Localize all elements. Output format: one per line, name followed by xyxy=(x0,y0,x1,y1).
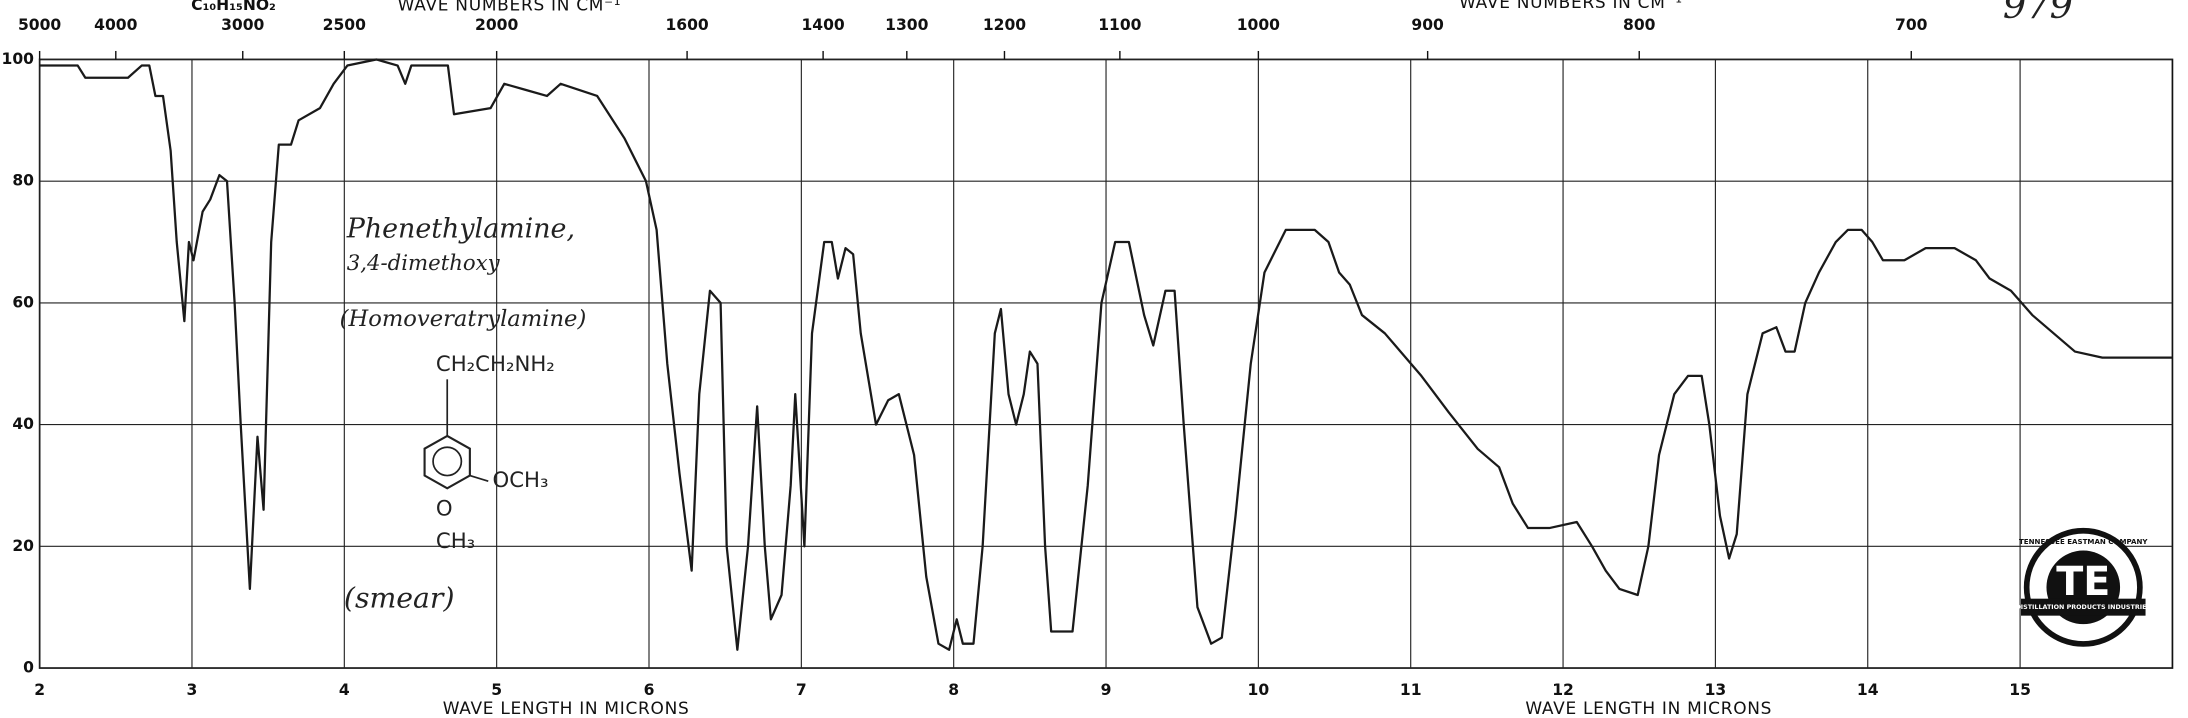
logo-text: TENNESSEE EASTMAN COMPANY xyxy=(2019,537,2148,546)
x-tick-label: 13 xyxy=(1705,681,1727,699)
annotation: CH₂CH₂NH₂ xyxy=(436,352,555,377)
x-tick-label: 11 xyxy=(1400,681,1422,699)
y-tick-label: 60 xyxy=(12,293,34,311)
x-axis-title: WAVE LENGTH IN MICRONS xyxy=(1525,699,1772,718)
x-tick-label: 12 xyxy=(1552,681,1574,699)
logo-band xyxy=(2020,598,2146,616)
top-tick-label: 2000 xyxy=(475,16,518,34)
top-tick-label: 1600 xyxy=(665,16,708,34)
x-tick-label: 10 xyxy=(1248,681,1270,699)
y-tick-label: 0 xyxy=(23,659,34,677)
top-tick-label: 700 xyxy=(1895,16,1928,34)
y-tick-label: 100 xyxy=(2,50,35,68)
top-tick-label: 1300 xyxy=(885,16,928,34)
top-tick-label: 1400 xyxy=(801,16,844,34)
top-tick-label: 3000 xyxy=(221,16,264,34)
formula: C₁₀H₁₅NO₂ xyxy=(191,0,276,14)
sample-number: 979 xyxy=(2003,0,2073,27)
top-tick-label: 5000 xyxy=(18,16,61,34)
x-tick-label: 8 xyxy=(948,681,959,699)
top-tick-label: 2500 xyxy=(323,16,366,34)
y-tick-label: 20 xyxy=(12,537,34,555)
top-tick-label: 1000 xyxy=(1237,16,1280,34)
logo-text: DISTILLATION PRODUCTS INDUSTRIES xyxy=(2015,604,2151,611)
annotation: Phenethylamine, xyxy=(346,214,575,245)
logo: TE TENNESSEE EASTMAN COMPANY DISTILLATIO… xyxy=(2015,527,2151,647)
bond xyxy=(469,474,489,483)
annotation: 3,4-dimethoxy xyxy=(347,251,501,276)
benzene-ring xyxy=(423,434,471,490)
x-axis-title: WAVE LENGTH IN MICRONS xyxy=(443,699,690,718)
spectrum-line xyxy=(39,58,2173,651)
x-tick-label: 14 xyxy=(1857,681,1879,699)
y-tick-label: 80 xyxy=(12,172,34,190)
x-tick-label: 9 xyxy=(1101,681,1112,699)
annotation: (smear) xyxy=(344,582,455,615)
annotation: (Homoveratrylamine) xyxy=(340,306,587,332)
annotation: OCH₃ xyxy=(493,468,549,493)
top-tick-label: 900 xyxy=(1411,16,1444,34)
annotation: O xyxy=(436,497,453,522)
annotation: CH₃ xyxy=(436,529,475,554)
x-tick-label: 6 xyxy=(644,681,655,699)
x-tick-label: 5 xyxy=(491,681,502,699)
top-axis-title: WAVE NUMBERS IN CM⁻¹ xyxy=(1459,0,1683,13)
top-tick-label: 1100 xyxy=(1098,16,1141,34)
x-tick-label: 3 xyxy=(187,681,198,699)
logo-text: TE xyxy=(2056,559,2110,605)
top-tick-label: 800 xyxy=(1623,16,1656,34)
x-tick-label: 2 xyxy=(34,681,45,699)
top-tick-label: 1200 xyxy=(983,16,1026,34)
x-tick-label: 4 xyxy=(339,681,350,699)
y-tick-label: 40 xyxy=(12,415,34,433)
top-axis-title: WAVE NUMBERS IN CM⁻¹ xyxy=(398,0,622,16)
top-tick-label: 4000 xyxy=(94,16,137,34)
benzene-ring xyxy=(432,446,463,477)
x-tick-label: 7 xyxy=(796,681,807,699)
x-tick-label: 15 xyxy=(2009,681,2031,699)
